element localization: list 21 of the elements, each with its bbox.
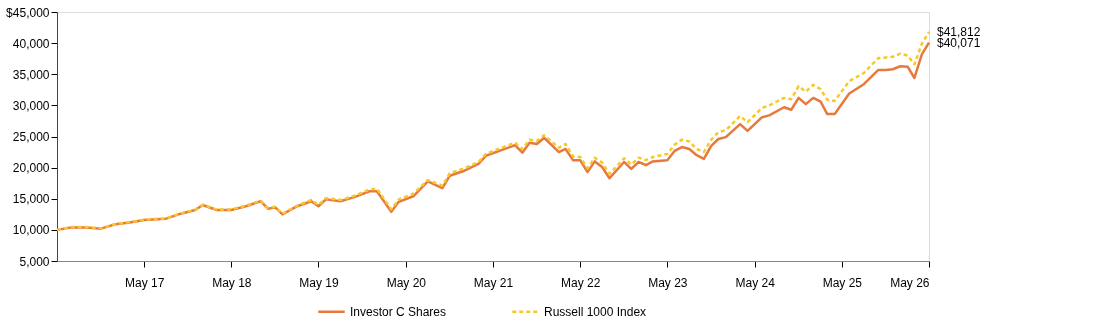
y-tick-label: 35,000 — [12, 67, 50, 82]
y-tick-label: 10,000 — [12, 223, 50, 238]
x-tick-label: May 25 — [822, 275, 863, 290]
x-tick-label: May 21 — [473, 275, 514, 290]
x-tick-label: May 22 — [560, 275, 601, 290]
x-tick-label: May 20 — [386, 275, 427, 290]
y-tick-label: 25,000 — [12, 130, 50, 144]
y-tick-label: 15,000 — [12, 192, 50, 207]
x-tick-label: May 26 — [890, 275, 930, 290]
x-tick-label: May 23 — [648, 275, 688, 290]
legend-label: Investor C Shares — [350, 304, 447, 319]
y-tick-label: 30,000 — [12, 98, 50, 113]
x-tick-label: May 18 — [212, 275, 252, 290]
y-tick-label: $45,000 — [6, 5, 50, 20]
y-tick-label: 20,000 — [12, 161, 50, 176]
x-tick-label: May 17 — [124, 275, 165, 290]
x-tick-label: May 19 — [299, 275, 339, 290]
legend-label: Russell 1000 Index — [544, 304, 647, 319]
y-tick-label: 40,000 — [12, 36, 50, 51]
y-tick-label: 5,000 — [19, 254, 50, 269]
x-tick-label: May 24 — [735, 275, 776, 290]
